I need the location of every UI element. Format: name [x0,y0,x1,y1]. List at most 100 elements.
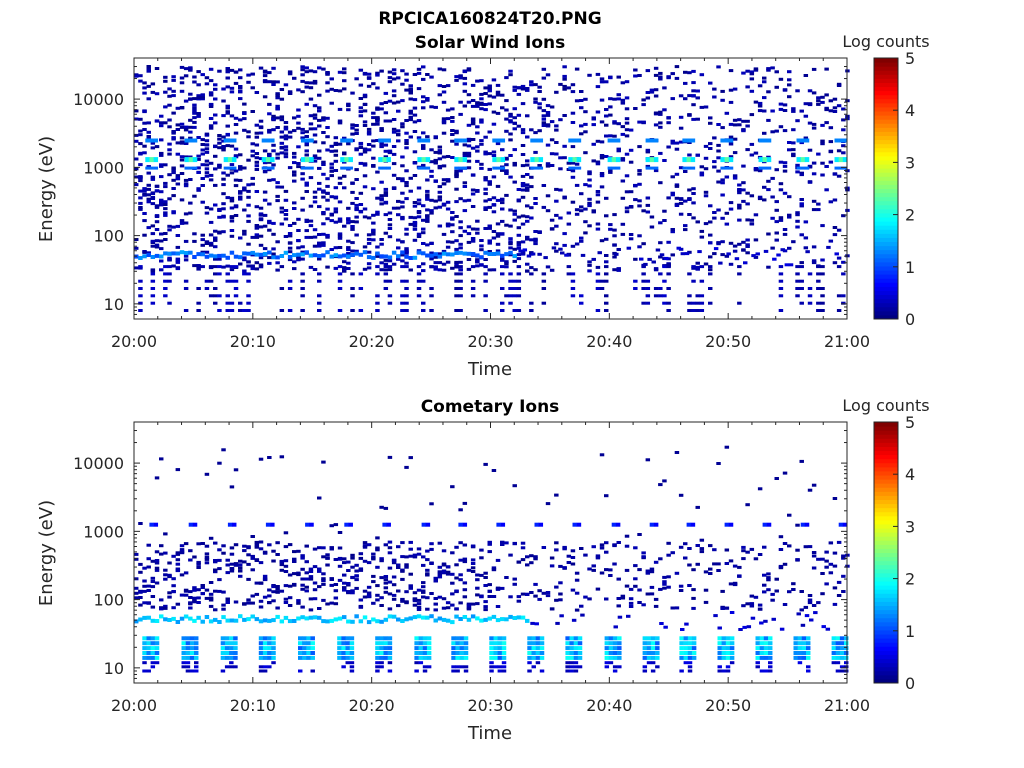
spectrogram-cell [703,588,709,592]
colorbar-segment [874,184,898,189]
spectrogram-cell [728,582,734,586]
spectrogram-cell [491,568,497,572]
spectrogram-cell [379,142,384,146]
spectrogram-cell [836,309,842,312]
spectrogram-cell [483,272,488,276]
spectrogram-cell [577,636,583,641]
spectrogram-cell [583,97,588,101]
spectrogram-cell [262,70,268,74]
spectrogram-cell [674,65,680,69]
spectrogram-cell [258,641,264,646]
spectrogram-cell [254,123,260,127]
spectrogram-cell [200,243,205,247]
spectrogram-cell [437,151,443,155]
colorbar-tick-label: 3 [905,153,915,172]
spectrogram-cell [416,287,422,290]
spectrogram-cell [196,566,201,569]
colorbar-segment [874,625,898,631]
spectrogram-cell [820,173,825,177]
spectrogram-cell [832,564,838,568]
spectrogram-cell [500,106,505,110]
spectrogram-cell [416,279,422,283]
spectrogram-cell [404,265,409,269]
spectrogram-cell [441,68,447,72]
spectrogram-cell [204,242,210,245]
spectrogram-cell [466,144,472,148]
spectrogram-cell [275,587,280,591]
spectrogram-cell [153,522,159,527]
spectrogram-cell [422,646,428,651]
spectrogram-cell [371,144,376,148]
spectrogram-cell [834,157,839,163]
spectrogram-plot-area[interactable] [134,65,850,312]
spectrogram-cell [458,112,463,116]
spectrogram-cell [574,591,580,595]
spectrogram-cell [624,534,630,538]
spectrogram-cell [312,547,318,551]
colorbar-segment [874,86,898,92]
spectrogram-cell [577,641,583,646]
spectrogram-cell [526,254,532,258]
spectrogram-cell [217,272,222,276]
spectrogram-cell [267,261,272,265]
spectrogram-cell [391,130,397,134]
spectrogram-cell [233,468,239,472]
colorbar-segment [874,678,898,684]
spectrogram-cell [429,562,434,565]
spectrogram-cell [717,665,722,669]
spectrogram-cell [312,79,318,83]
spectrogram-cell [325,233,330,237]
spectrogram-cell [763,249,769,253]
spectrogram-cell [450,252,455,257]
spectrogram-cell [262,190,268,194]
spectrogram-cell [396,177,401,181]
spectrogram-cell [258,225,264,229]
spectrogram-cell [317,124,322,128]
spectrogram-cell [163,573,168,577]
spectrogram-cell [271,128,276,132]
spectrogram-cell [400,597,405,601]
spectrogram-cell [554,152,559,156]
spectrogram-cell [194,655,199,660]
spectrogram-cell [192,255,197,259]
spectrogram-cell [782,603,788,606]
spectrogram-cell [312,127,318,131]
spectrogram-cell [495,222,501,226]
spectrogram-cell [387,301,393,305]
spectrogram-cell [204,588,210,592]
spectrogram-cell [146,171,151,175]
spectrogram-cell [720,166,725,170]
spectrogram-cell [500,617,505,622]
spectrogram-cell [283,83,289,87]
spectrogram-cell [458,578,463,582]
spectrogram-cell [238,566,243,570]
spectrogram-plot-area[interactable] [134,445,850,673]
spectrogram-cell [666,287,671,290]
spectrogram-cell [142,651,147,655]
colorbar-segment [874,180,898,185]
spectrogram-cell [217,134,222,137]
spectrogram-cell [516,124,522,128]
spectrogram-cell [229,665,234,669]
spectrogram-cell [762,522,768,527]
spectrogram-cell [167,197,172,201]
spectrogram-cell [346,560,351,564]
spectrogram-cell [292,557,297,561]
spectrogram-cell [425,97,430,100]
spectrogram-cell [570,279,576,283]
spectrogram-cell [350,181,355,185]
spectrogram-cell [333,589,339,593]
spectrogram-cell [416,294,422,298]
spectrogram-cell [691,187,696,191]
spectrogram-cell [530,157,535,163]
spectrogram-cell [770,195,775,199]
spectrogram-cell [232,157,237,163]
spectrogram-cell [655,248,661,252]
spectrogram-cell [233,184,239,188]
spectrogram-cell [470,287,476,290]
spectrogram-cell [662,265,667,269]
spectrogram-cell [400,205,405,209]
spectrogram-cell [416,608,422,611]
spectrogram-cell [462,89,468,93]
spectrogram-cell [839,655,845,660]
